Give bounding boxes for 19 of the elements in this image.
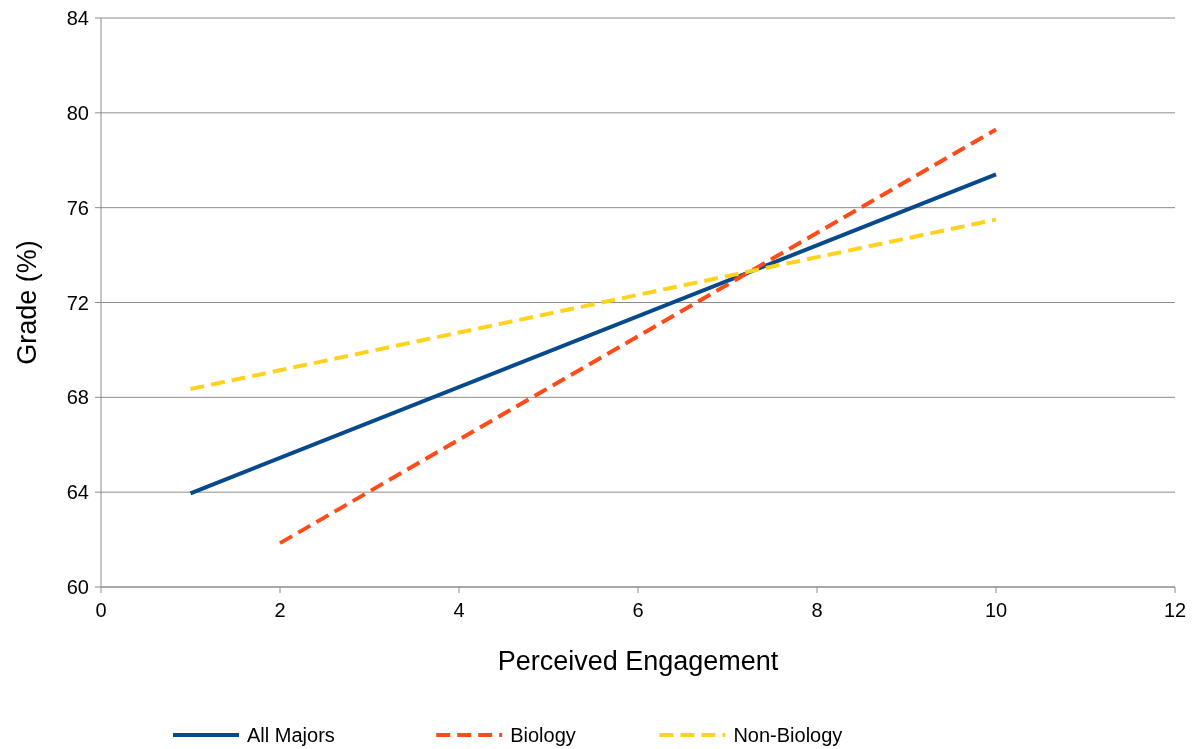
y-tick-label: 64 <box>66 481 89 504</box>
y-tick-label: 68 <box>66 386 89 409</box>
y-tick-label: 80 <box>66 101 89 124</box>
y-tick-label: 72 <box>66 291 89 314</box>
y-tick-label: 84 <box>66 7 89 29</box>
x-axis-title: Perceived Engagement <box>497 646 779 676</box>
x-tick-label: 0 <box>95 599 107 621</box>
y-tick-label: 60 <box>66 576 89 598</box>
x-tick-label: 10 <box>984 599 1008 621</box>
x-tick-label: 2 <box>274 599 286 621</box>
x-tick-label: 12 <box>1163 599 1187 621</box>
x-tick-label: 6 <box>632 599 644 621</box>
legend-label: Non-Biology <box>733 724 843 746</box>
x-tick-label: 8 <box>811 599 823 621</box>
y-axis-title: Grade (%) <box>12 240 42 365</box>
legend-label: Biology <box>510 724 576 746</box>
legend-label: All Majors <box>247 724 335 746</box>
y-tick-label: 76 <box>66 196 89 219</box>
x-tick-label: 4 <box>453 599 465 621</box>
